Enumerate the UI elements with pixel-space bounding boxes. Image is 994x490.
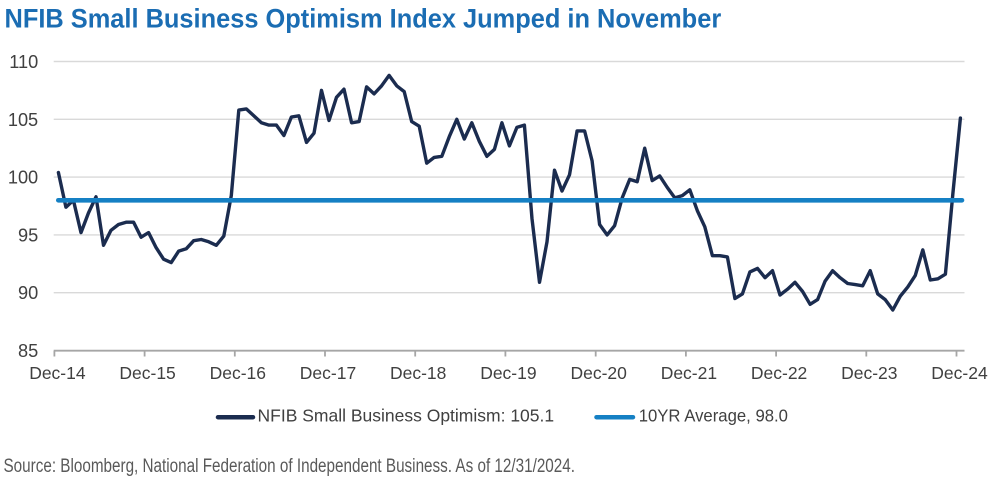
svg-text:Dec-23: Dec-23 bbox=[841, 363, 897, 383]
svg-text:85: 85 bbox=[18, 341, 38, 361]
svg-text:105: 105 bbox=[8, 110, 38, 130]
svg-text:Dec-15: Dec-15 bbox=[119, 363, 175, 383]
svg-text:10YR Average, 98.0: 10YR Average, 98.0 bbox=[639, 406, 789, 426]
svg-text:Source: Bloomberg, National Fe: Source: Bloomberg, National Federation o… bbox=[4, 456, 576, 477]
svg-text:Dec-24: Dec-24 bbox=[931, 363, 988, 383]
svg-text:Dec-16: Dec-16 bbox=[210, 363, 266, 383]
svg-text:95: 95 bbox=[18, 225, 38, 245]
svg-text:Dec-14: Dec-14 bbox=[29, 363, 86, 383]
svg-text:110: 110 bbox=[9, 52, 38, 72]
svg-text:Dec-19: Dec-19 bbox=[480, 363, 536, 383]
svg-text:90: 90 bbox=[18, 283, 38, 303]
svg-text:Dec-22: Dec-22 bbox=[751, 363, 807, 383]
svg-text:NFIB Small Business Optimism I: NFIB Small Business Optimism Index Jumpe… bbox=[5, 4, 722, 34]
svg-text:Dec-21: Dec-21 bbox=[661, 363, 717, 383]
svg-text:100: 100 bbox=[8, 168, 38, 188]
svg-text:Dec-17: Dec-17 bbox=[300, 363, 356, 383]
svg-text:NFIB Small Business Optimism:: NFIB Small Business Optimism: 105.1 bbox=[258, 406, 555, 426]
svg-text:Dec-18: Dec-18 bbox=[390, 363, 446, 383]
svg-text:Dec-20: Dec-20 bbox=[570, 363, 627, 383]
